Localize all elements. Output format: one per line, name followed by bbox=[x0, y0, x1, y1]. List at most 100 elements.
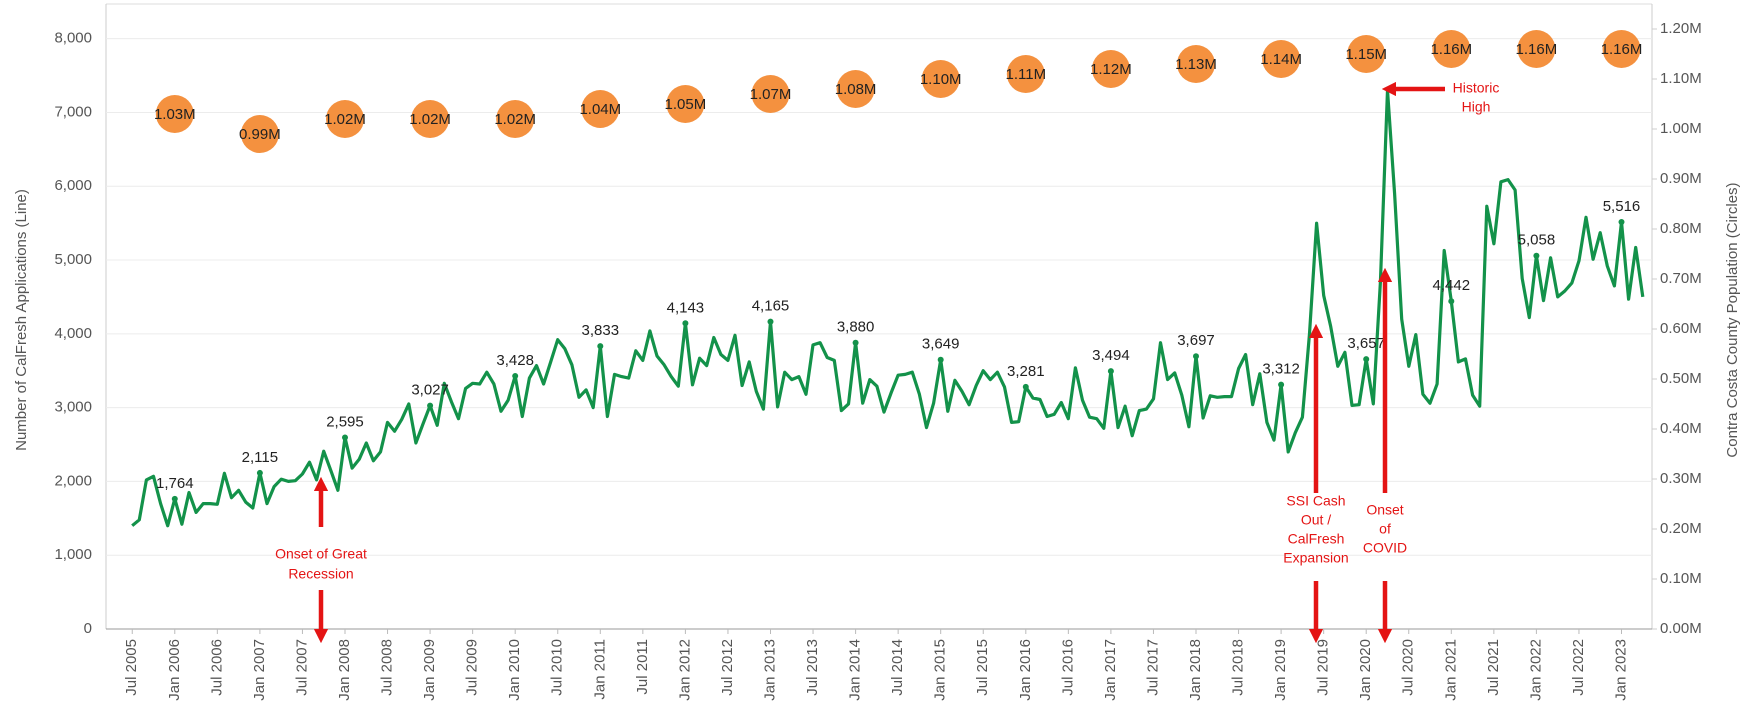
population-circle bbox=[1091, 50, 1130, 88]
data-point bbox=[341, 434, 348, 441]
data-label: 1.13M bbox=[1175, 56, 1217, 73]
data-point bbox=[256, 469, 263, 476]
x-tick-label: Jul 2018 bbox=[1230, 639, 1247, 696]
annotation-text: High bbox=[1462, 99, 1491, 115]
data-label: 1.08M bbox=[835, 81, 877, 98]
data-label: 1.12M bbox=[1090, 61, 1132, 78]
population-circle bbox=[496, 100, 535, 138]
x-tick-label: Jan 2013 bbox=[761, 639, 778, 701]
x-tick-label: Jul 2019 bbox=[1315, 639, 1332, 696]
y-tick-label: 7,000 bbox=[54, 103, 92, 120]
data-label: 4,143 bbox=[667, 299, 705, 316]
x-tick-label: Jul 2020 bbox=[1400, 639, 1417, 696]
annotation-text: SSI Cash bbox=[1286, 493, 1345, 509]
population-circle bbox=[581, 90, 620, 128]
population-circle bbox=[836, 70, 875, 108]
data-point bbox=[1107, 368, 1114, 375]
x-tick-label: Jan 2017 bbox=[1102, 639, 1119, 701]
data-label: 3,649 bbox=[922, 336, 960, 353]
x-tick-label: Jul 2014 bbox=[889, 639, 906, 696]
x-tick-label: Jul 2009 bbox=[464, 639, 481, 696]
annotation-text: Expansion bbox=[1283, 550, 1348, 566]
data-point bbox=[1193, 353, 1200, 360]
data-point bbox=[1022, 383, 1029, 390]
y2-tick-label: 1.20M bbox=[1660, 20, 1702, 37]
annotation-text: CalFresh bbox=[1288, 531, 1345, 547]
data-label: 1.05M bbox=[665, 96, 707, 113]
data-label: 4,165 bbox=[752, 298, 790, 315]
population-circle bbox=[325, 100, 364, 138]
x-tick-label: Jan 2016 bbox=[1017, 639, 1034, 701]
y2-tick-label: 0.10M bbox=[1660, 570, 1702, 587]
annotation-text: Onset of Great bbox=[275, 546, 367, 562]
data-label: 1.14M bbox=[1260, 51, 1302, 68]
x-tick-label: Jul 2015 bbox=[974, 639, 991, 696]
y2-tick-label: 0.80M bbox=[1660, 220, 1702, 237]
y2-tick-label: 0.50M bbox=[1660, 370, 1702, 387]
population-circle bbox=[666, 85, 705, 123]
data-point bbox=[1278, 381, 1285, 388]
data-label: 1.02M bbox=[494, 111, 536, 128]
x-tick-label: Jan 2023 bbox=[1612, 639, 1629, 701]
y-tick-label: 1,000 bbox=[54, 546, 92, 563]
data-label: 1.16M bbox=[1516, 41, 1558, 58]
y2-tick-label: 0.90M bbox=[1660, 170, 1702, 187]
data-point bbox=[1448, 298, 1455, 305]
data-point bbox=[1618, 218, 1625, 225]
y-tick-label: 6,000 bbox=[54, 177, 92, 194]
data-label: 1.04M bbox=[579, 101, 621, 118]
data-label: 1.16M bbox=[1430, 41, 1472, 58]
data-label: 3,494 bbox=[1092, 347, 1130, 364]
x-tick-label: Jul 2005 bbox=[123, 639, 140, 696]
x-tick-label: Jul 2008 bbox=[379, 639, 396, 696]
y-tick-label: 0 bbox=[84, 620, 92, 637]
data-label: 1.02M bbox=[409, 111, 451, 128]
population-circle bbox=[1177, 45, 1216, 83]
data-point bbox=[767, 318, 774, 325]
data-label: 1.07M bbox=[750, 86, 792, 103]
annotation-text: COVID bbox=[1363, 540, 1407, 556]
y2-tick-label: 1.10M bbox=[1660, 70, 1702, 87]
population-circle bbox=[1432, 30, 1471, 68]
population-circle bbox=[1262, 40, 1301, 78]
population-circle bbox=[155, 95, 194, 133]
x-tick-label: Jan 2014 bbox=[847, 639, 864, 701]
data-label: 0.99M bbox=[239, 126, 281, 143]
data-label: 2,595 bbox=[326, 413, 364, 430]
annotation-text: of bbox=[1379, 521, 1391, 537]
data-label: 3,880 bbox=[837, 319, 875, 336]
annotation-text: Out / bbox=[1301, 512, 1331, 528]
data-point bbox=[512, 373, 519, 380]
y2-tick-label: 0.20M bbox=[1660, 520, 1702, 537]
x-tick-label: Jan 2018 bbox=[1187, 639, 1204, 701]
data-point bbox=[937, 356, 944, 363]
population-circle bbox=[240, 115, 279, 153]
x-tick-label: Jan 2008 bbox=[336, 639, 353, 701]
population-circle bbox=[1006, 55, 1045, 93]
data-label: 3,312 bbox=[1262, 361, 1300, 378]
y2-axis-title: Contra Costa County Population (Circles) bbox=[1724, 182, 1741, 457]
data-line bbox=[131, 88, 1645, 528]
data-label: 3,027 bbox=[411, 382, 449, 399]
x-tick-label: Jul 2017 bbox=[1144, 639, 1161, 696]
x-tick-label: Jul 2011 bbox=[634, 639, 651, 695]
x-tick-label: Jul 2021 bbox=[1485, 639, 1502, 696]
x-tick-label: Jul 2022 bbox=[1570, 639, 1587, 696]
y-tick-label: 5,000 bbox=[54, 251, 92, 268]
data-label: 1,764 bbox=[156, 475, 194, 492]
data-label: 3,833 bbox=[582, 322, 620, 339]
data-label: 4,442 bbox=[1433, 277, 1471, 294]
data-point bbox=[597, 343, 604, 350]
y2-tick-label: 0.00M bbox=[1660, 620, 1702, 637]
x-tick-label: Jul 2012 bbox=[719, 639, 736, 696]
y-tick-label: 8,000 bbox=[54, 30, 92, 47]
x-tick-label: Jan 2021 bbox=[1442, 639, 1459, 701]
data-label: 5,516 bbox=[1603, 198, 1641, 215]
x-tick-label: Jan 2019 bbox=[1272, 639, 1289, 701]
y-tick-label: 2,000 bbox=[54, 472, 92, 489]
x-tick-label: Jan 2010 bbox=[506, 639, 523, 701]
y2-tick-label: 1.00M bbox=[1660, 120, 1702, 137]
x-tick-label: Jan 2015 bbox=[932, 639, 949, 701]
x-tick-label: Jan 2006 bbox=[166, 639, 183, 701]
population-circle bbox=[1347, 35, 1386, 73]
